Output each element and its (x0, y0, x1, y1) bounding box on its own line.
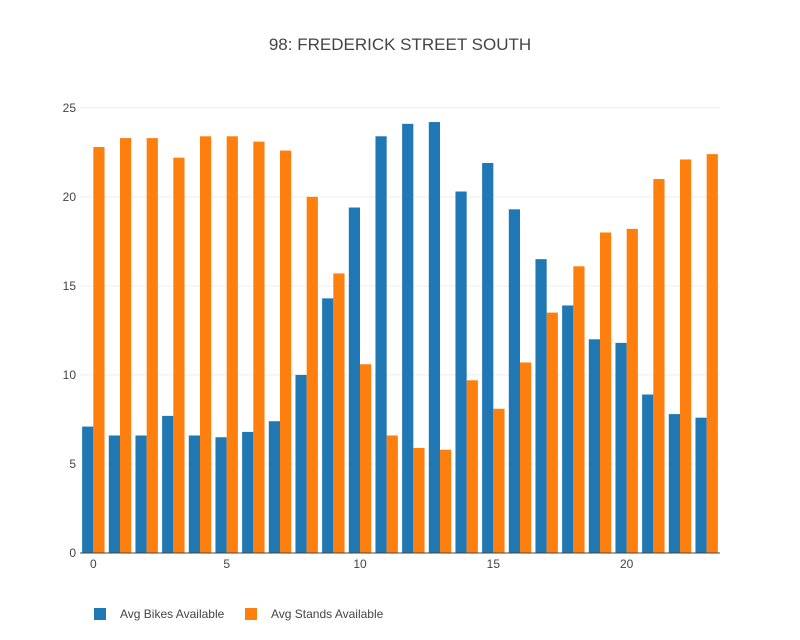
bar-avg-stands-available-17 (546, 312, 558, 553)
bar-avg-bikes-available-10 (348, 207, 360, 553)
x-tick-label: 5 (223, 557, 230, 571)
bar-avg-stands-available-2 (146, 138, 158, 553)
bar-avg-stands-available-21 (653, 179, 665, 554)
legend-label: Avg Stands Available (271, 607, 384, 621)
legend: Avg Bikes Available Avg Stands Available (94, 607, 384, 621)
legend-swatch (94, 608, 106, 620)
bar-avg-stands-available-0 (93, 146, 105, 554)
x-tick-label: 15 (487, 557, 501, 571)
chart-title: 98: FREDERICK STREET SOUTH (269, 35, 531, 54)
bar-avg-bikes-available-18 (562, 305, 574, 553)
bar-avg-bikes-available-14 (455, 191, 467, 553)
y-tick-label: 5 (69, 457, 76, 471)
legend-label: Avg Bikes Available (120, 607, 225, 621)
bar-avg-stands-available-12 (413, 447, 425, 553)
x-tick-label: 20 (620, 557, 634, 571)
x-tick-label: 0 (90, 557, 97, 571)
bar-avg-bikes-available-23 (695, 417, 707, 553)
bar-avg-stands-available-19 (600, 232, 612, 553)
x-axis-ticks: 0 5 10 15 20 (90, 557, 634, 571)
bar-avg-bikes-available-22 (668, 414, 680, 553)
bar-avg-stands-available-6 (253, 141, 265, 553)
bar-avg-bikes-available-4 (188, 435, 200, 553)
bar-avg-stands-available-18 (573, 266, 585, 553)
bar-avg-bikes-available-11 (375, 136, 387, 554)
bar-avg-stands-available-10 (360, 364, 372, 553)
bar-avg-bikes-available-12 (402, 123, 414, 553)
bar-avg-stands-available-5 (226, 136, 238, 554)
bar-avg-bikes-available-1 (108, 435, 120, 553)
bar-avg-bikes-available-8 (295, 374, 307, 553)
y-axis-ticks: 0 5 10 15 20 25 (63, 101, 77, 560)
bar-avg-bikes-available-5 (215, 437, 227, 553)
bar-avg-stands-available-23 (706, 154, 718, 554)
bar-avg-bikes-available-13 (428, 122, 440, 554)
bar-avg-stands-available-7 (280, 150, 292, 554)
y-tick-label: 0 (69, 546, 76, 560)
legend-swatch (245, 608, 257, 620)
bar-avg-stands-available-22 (680, 159, 692, 553)
bar-avg-bikes-available-19 (588, 339, 600, 553)
bar-avg-stands-available-20 (626, 228, 638, 553)
bar-avg-stands-available-13 (440, 449, 452, 553)
bar-avg-bikes-available-0 (82, 426, 94, 553)
bar-avg-bikes-available-17 (535, 259, 547, 553)
y-tick-label: 20 (63, 190, 77, 204)
y-tick-label: 15 (63, 279, 77, 293)
bar-avg-stands-available-9 (333, 273, 345, 553)
bar-avg-bikes-available-7 (268, 421, 280, 553)
bar-avg-stands-available-11 (386, 435, 398, 553)
legend-item[interactable]: Avg Stands Available (245, 607, 384, 621)
bar-avg-stands-available-1 (120, 138, 132, 553)
bar-avg-bikes-available-21 (642, 394, 654, 553)
x-tick-label: 10 (353, 557, 367, 571)
bar-avg-stands-available-8 (306, 196, 318, 553)
bar-avg-bikes-available-20 (615, 342, 627, 553)
bar-avg-stands-available-3 (173, 157, 185, 554)
bar-avg-stands-available-16 (520, 362, 532, 553)
bar-avg-bikes-available-16 (508, 209, 520, 553)
bar-avg-stands-available-14 (466, 380, 478, 553)
bar-avg-stands-available-4 (200, 136, 212, 554)
y-tick-label: 10 (63, 368, 77, 382)
bar-avg-stands-available-15 (493, 408, 505, 553)
bar-avg-bikes-available-15 (482, 163, 494, 553)
bars (82, 122, 718, 554)
bar-avg-bikes-available-2 (135, 435, 147, 553)
legend-item[interactable]: Avg Bikes Available (94, 607, 225, 621)
bar-avg-bikes-available-9 (322, 298, 334, 553)
bar-avg-bikes-available-3 (162, 415, 174, 553)
bar-avg-bikes-available-6 (242, 431, 254, 553)
y-tick-label: 25 (63, 101, 77, 115)
gridlines (80, 107, 720, 465)
